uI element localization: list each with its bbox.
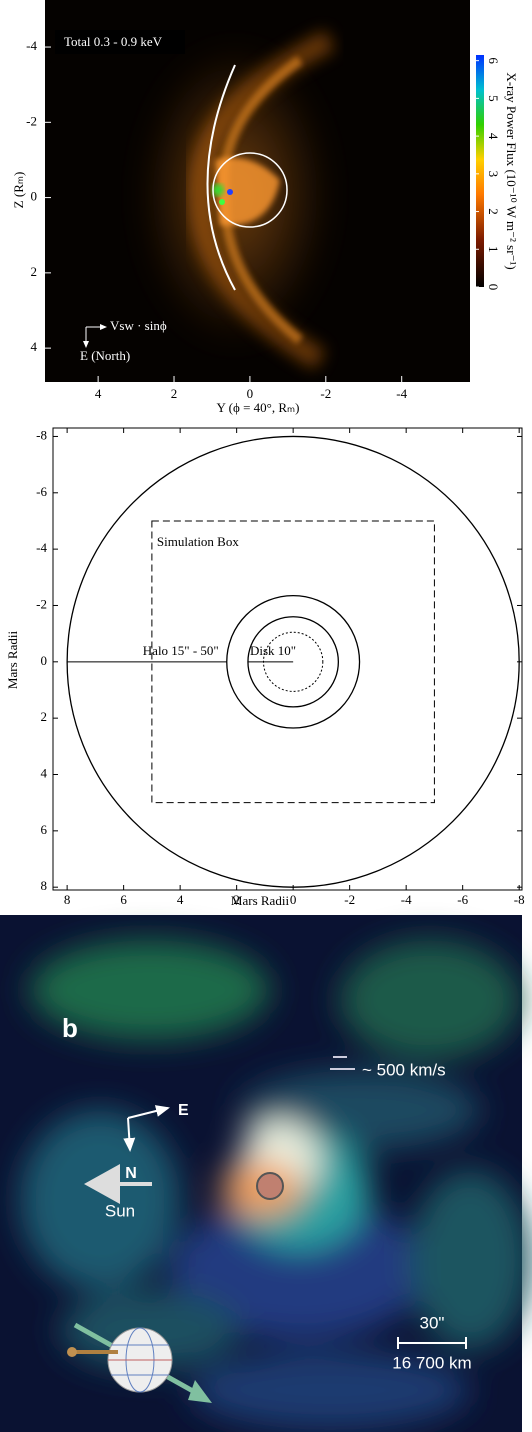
annotation: Halo 15" - 50": [143, 643, 219, 658]
colorbar-tick-label: 4: [486, 133, 501, 140]
y-tick-label: 8: [41, 878, 48, 893]
plot-frame: [52, 427, 523, 891]
direction-arrows: [83, 324, 107, 348]
y-tick-label: -8: [36, 427, 47, 442]
x-tick-label: -4: [396, 386, 407, 401]
mars-disk: [256, 1172, 284, 1200]
y-tick-label: 4: [31, 339, 38, 354]
x-axis-label: Mars Radii: [231, 893, 290, 908]
x-tick-label: -2: [320, 386, 331, 401]
y-tick-label: -2: [26, 113, 37, 128]
x-tick-label: -2: [344, 892, 355, 907]
y-tick-label: 2: [41, 709, 48, 724]
velocity-key: [330, 1056, 355, 1070]
y-axis-label: Mars Radii: [5, 631, 20, 690]
y-tick-label: -2: [36, 596, 47, 611]
heatmap-glow: [140, 30, 335, 370]
x-tick-label: 4: [177, 892, 184, 907]
y-axis-label: Z (Rₘ): [11, 172, 26, 209]
panel-label: b: [62, 1013, 78, 1043]
x-axis-label: Y (ϕ = 40°, Rₘ): [217, 400, 300, 415]
x-tick-label: 6: [120, 892, 127, 907]
simulation-box: [151, 520, 435, 804]
sun-label: Sun: [105, 1201, 135, 1220]
scale-bar: [397, 1337, 467, 1349]
arrow-label: E (North): [80, 348, 130, 363]
colorbar-tick-label: 5: [486, 95, 501, 102]
annotation: Simulation Box: [157, 534, 239, 549]
arrow-label: Vsw · sinϕ: [110, 318, 167, 333]
globe-icon: [67, 1322, 212, 1403]
colorbar-tick-label: 2: [486, 208, 501, 215]
compass: [123, 1105, 170, 1152]
x-tick-label: 8: [64, 892, 71, 907]
x-tick-label: 2: [233, 892, 240, 907]
colorbar: [476, 55, 484, 287]
y-tick-label: -4: [26, 38, 37, 53]
y-tick-label: 2: [31, 264, 38, 279]
annotation: Disk 10": [250, 643, 296, 658]
colorbar-tick-label: 3: [486, 171, 501, 178]
velocity-label: ~ 500 km/s: [362, 1060, 446, 1079]
x-tick-label: 0: [290, 892, 297, 907]
y-tick-label: -4: [36, 540, 47, 555]
scale-label: 16 700 km: [392, 1353, 471, 1372]
panel-title: Total 0.3 - 0.9 keV: [64, 34, 163, 49]
colorbar-tick-label: 0: [486, 284, 501, 291]
planet-outline: [212, 152, 288, 228]
x-tick-label: 4: [95, 386, 102, 401]
colorbar-label: X-ray Power Flux (10⁻¹⁰ W m⁻² sr⁻¹): [504, 72, 519, 269]
x-tick-label: 0: [247, 386, 254, 401]
y-tick-label: 0: [31, 189, 38, 204]
x-tick-label: -4: [401, 892, 412, 907]
y-tick-label: 0: [41, 653, 48, 668]
colorbar-tick-label: 1: [486, 246, 501, 253]
y-tick-label: 4: [41, 765, 48, 780]
title-box: [55, 30, 185, 54]
x-tick-label: -6: [457, 892, 468, 907]
compass-label: E: [178, 1102, 189, 1119]
x-tick-label: 2: [171, 386, 178, 401]
bow-shock: [206, 64, 236, 291]
y-tick-label: -6: [36, 484, 47, 499]
colorbar-tick-label: 6: [486, 57, 501, 64]
x-tick-label: -8: [514, 892, 525, 907]
scale-label: 30": [420, 1313, 445, 1332]
y-tick-label: 6: [41, 822, 48, 837]
compass-label: N: [125, 1165, 137, 1182]
